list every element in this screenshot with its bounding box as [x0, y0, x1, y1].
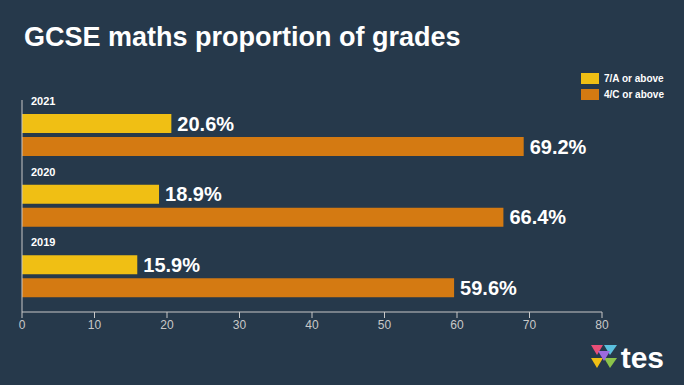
html-text:GCSE maths proportion of grade: GCSE maths proportion of grades — [24, 22, 461, 52]
svg-text:10: 10 — [88, 318, 102, 332]
svg-text:15.9%: 15.9% — [143, 254, 200, 276]
svg-text:0: 0 — [19, 318, 26, 332]
svg-text:80: 80 — [595, 318, 609, 332]
html-text:tes: tes — [620, 341, 664, 374]
svg-text:30: 30 — [233, 318, 247, 332]
svg-text:69.2%: 69.2% — [530, 136, 587, 158]
svg-text:2020: 2020 — [31, 166, 55, 178]
svg-text:20: 20 — [160, 318, 174, 332]
svg-text:40: 40 — [305, 318, 319, 332]
html-text:4/C or above: 4/C or above — [604, 88, 664, 100]
svg-text:2021: 2021 — [31, 95, 55, 107]
svg-text:66.4%: 66.4% — [509, 206, 566, 228]
svg-text:2019: 2019 — [31, 236, 55, 248]
svg-text:18.9%: 18.9% — [165, 183, 222, 205]
svg-text:70: 70 — [523, 318, 537, 332]
html-text:7/A or above: 7/A or above — [604, 72, 664, 84]
svg-text:60: 60 — [450, 318, 464, 332]
svg-text:20.6%: 20.6% — [177, 113, 234, 135]
svg-text:50: 50 — [378, 318, 392, 332]
svg-text:59.6%: 59.6% — [460, 277, 517, 299]
